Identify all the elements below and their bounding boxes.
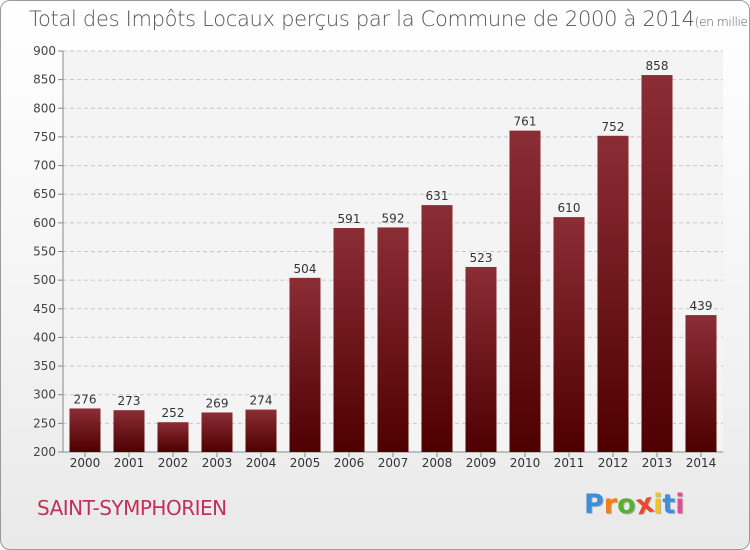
commune-name: SAINT-SYMPHORIEN (37, 496, 227, 520)
bar (245, 409, 277, 452)
logo-letter: r (603, 489, 618, 520)
data-label: 273 (118, 394, 141, 408)
y-tick-label: 500 (33, 273, 56, 287)
bar (553, 217, 585, 452)
bar (685, 315, 717, 452)
bar (289, 277, 321, 452)
logo-letter: i (675, 489, 685, 520)
y-tick-label: 700 (33, 159, 56, 173)
chart-title: Total des Impôts Locaux perçus par la Co… (29, 7, 749, 31)
y-tick-label: 900 (33, 44, 56, 58)
y-tick-label: 300 (33, 388, 56, 402)
data-label: 252 (162, 406, 185, 420)
proxiti-logo: Proxiti (584, 488, 685, 522)
x-tick-label: 2005 (290, 456, 321, 470)
bar (201, 412, 233, 452)
y-tick-label: 750 (33, 130, 56, 144)
data-label: 592 (382, 211, 405, 225)
y-tick-label: 650 (33, 187, 56, 201)
bar (377, 227, 409, 452)
x-tick-label: 2000 (70, 456, 101, 470)
data-label: 269 (206, 396, 229, 410)
logo-letter: o (617, 489, 636, 520)
x-tick-label: 2012 (598, 456, 629, 470)
data-label: 504 (294, 262, 317, 276)
x-tick-label: 2002 (158, 456, 189, 470)
data-label: 439 (690, 299, 713, 313)
bar (509, 130, 541, 452)
data-label: 274 (250, 394, 273, 408)
logo-letter: i (653, 489, 663, 520)
x-tick-label: 2009 (466, 456, 497, 470)
bar (641, 75, 673, 452)
data-label: 276 (74, 392, 97, 406)
bar (333, 228, 365, 452)
y-tick-label: 400 (33, 330, 56, 344)
data-label: 752 (602, 120, 625, 134)
y-tick-label: 800 (33, 101, 56, 115)
bar (69, 408, 101, 452)
data-label: 523 (470, 251, 493, 265)
data-label: 858 (646, 59, 669, 73)
x-tick-label: 2013 (642, 456, 673, 470)
data-label: 591 (338, 212, 361, 226)
x-tick-label: 2008 (422, 456, 453, 470)
data-label: 631 (426, 189, 449, 203)
x-tick-label: 2004 (246, 456, 277, 470)
y-tick-label: 250 (33, 416, 56, 430)
x-tick-label: 2007 (378, 456, 409, 470)
chart-unit-label: (en milliers d'€) (694, 15, 749, 29)
x-tick-label: 2001 (114, 456, 145, 470)
y-tick-label: 350 (33, 359, 56, 373)
bar (113, 410, 145, 452)
y-tick-label: 550 (33, 245, 56, 259)
x-tick-label: 2006 (334, 456, 365, 470)
y-tick-label: 200 (33, 445, 56, 459)
x-tick-label: 2011 (554, 456, 585, 470)
data-label: 761 (514, 115, 537, 129)
bar (421, 205, 453, 452)
logo-letter: P (584, 489, 604, 520)
data-label: 610 (558, 201, 581, 215)
y-tick-label: 600 (33, 216, 56, 230)
y-tick-label: 450 (33, 302, 56, 316)
bar (465, 266, 497, 452)
chart-title-text: Total des Impôts Locaux perçus par la Co… (29, 7, 695, 31)
x-tick-label: 2010 (510, 456, 541, 470)
bar (597, 135, 629, 453)
logo-letter: t (662, 489, 676, 520)
y-tick-label: 850 (33, 73, 56, 87)
x-tick-label: 2014 (686, 456, 717, 470)
bar (157, 422, 189, 452)
x-tick-label: 2003 (202, 456, 233, 470)
